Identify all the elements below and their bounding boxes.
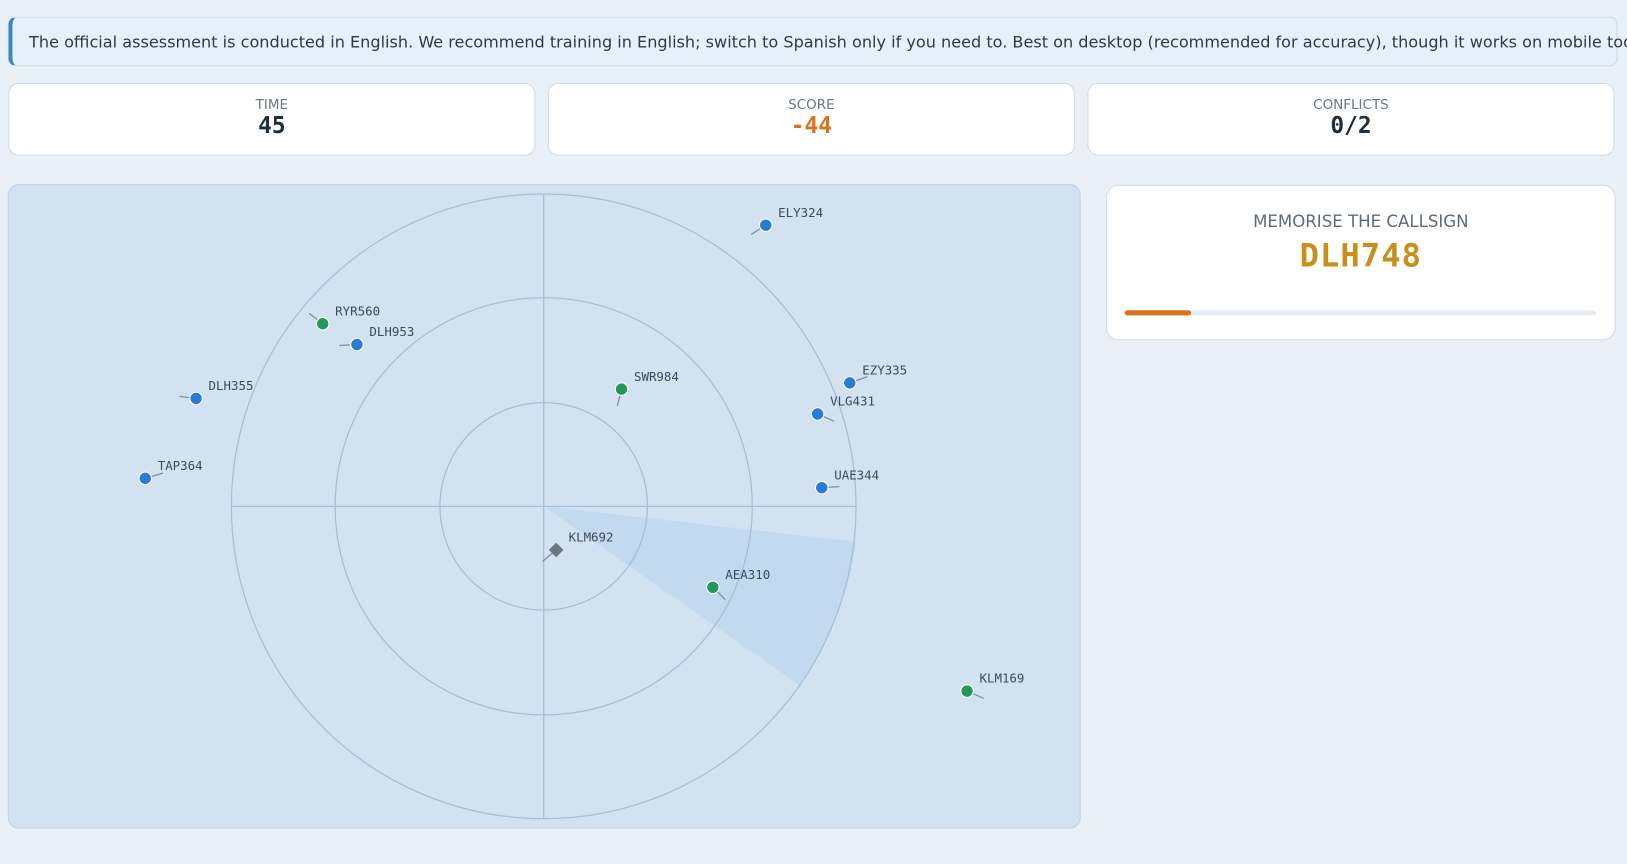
progress-fill: [1124, 310, 1192, 316]
sweep-sector: [543, 506, 857, 685]
stat-card: SCORE -44: [547, 83, 1075, 156]
stat-card: TIME 45: [8, 83, 536, 156]
radar: ELY324 RYR560 DLH953 DLH355 TAP364 SWR984 EZY3…: [7, 184, 1081, 829]
aircraft-callsign: DLH953: [369, 324, 414, 339]
range-rings: [230, 193, 857, 820]
stat-value: 45: [258, 113, 286, 140]
stat-label: CONFLICTS: [1313, 97, 1389, 114]
aircraft-callsign: ELY324: [778, 205, 823, 220]
progress-bar: [1124, 310, 1596, 316]
memorise-title: MEMORISE THE CALLSIGN: [1253, 211, 1469, 232]
aircraft: [350, 337, 364, 352]
notice-banner: The official assessment is conducted in …: [8, 16, 1627, 67]
aircraft-callsign: UAE344: [834, 467, 879, 482]
aircraft-callsign: KLM692: [569, 530, 614, 545]
aircraft: [810, 407, 825, 421]
aircraft-callsign: VLG431: [830, 394, 875, 409]
stat-label: SCORE: [788, 97, 835, 114]
memorise-card: MEMORISE THE CALLSIGN DLH748: [1106, 184, 1616, 341]
aircraft-callsign: DLH355: [209, 378, 254, 393]
aircraft: [614, 382, 629, 396]
aircraft: [189, 391, 203, 406]
aircraft-callsign: AEA310: [725, 567, 770, 582]
aircraft: [759, 218, 773, 232]
aircraft-own: [548, 542, 564, 558]
stat-label: TIME: [255, 97, 289, 114]
aircraft: [315, 316, 330, 331]
aircraft-callsign: TAP364: [158, 458, 203, 473]
stat-value: -44: [790, 113, 833, 140]
aircraft: [138, 471, 153, 486]
callsign: DLH748: [1299, 237, 1423, 275]
aircraft-callsign: SWR984: [634, 369, 679, 384]
stat-value: 0/2: [1330, 113, 1372, 140]
aircraft: [815, 480, 829, 495]
aircraft-callsign: EZY335: [862, 363, 907, 378]
aircraft: [843, 376, 857, 390]
aircraft: [706, 580, 720, 595]
aircraft: [960, 684, 974, 698]
aircraft-callsign: KLM169: [979, 671, 1024, 686]
stat-card: CONFLICTS 0/2: [1087, 83, 1615, 156]
aircraft-callsign: RYR560: [335, 303, 380, 318]
